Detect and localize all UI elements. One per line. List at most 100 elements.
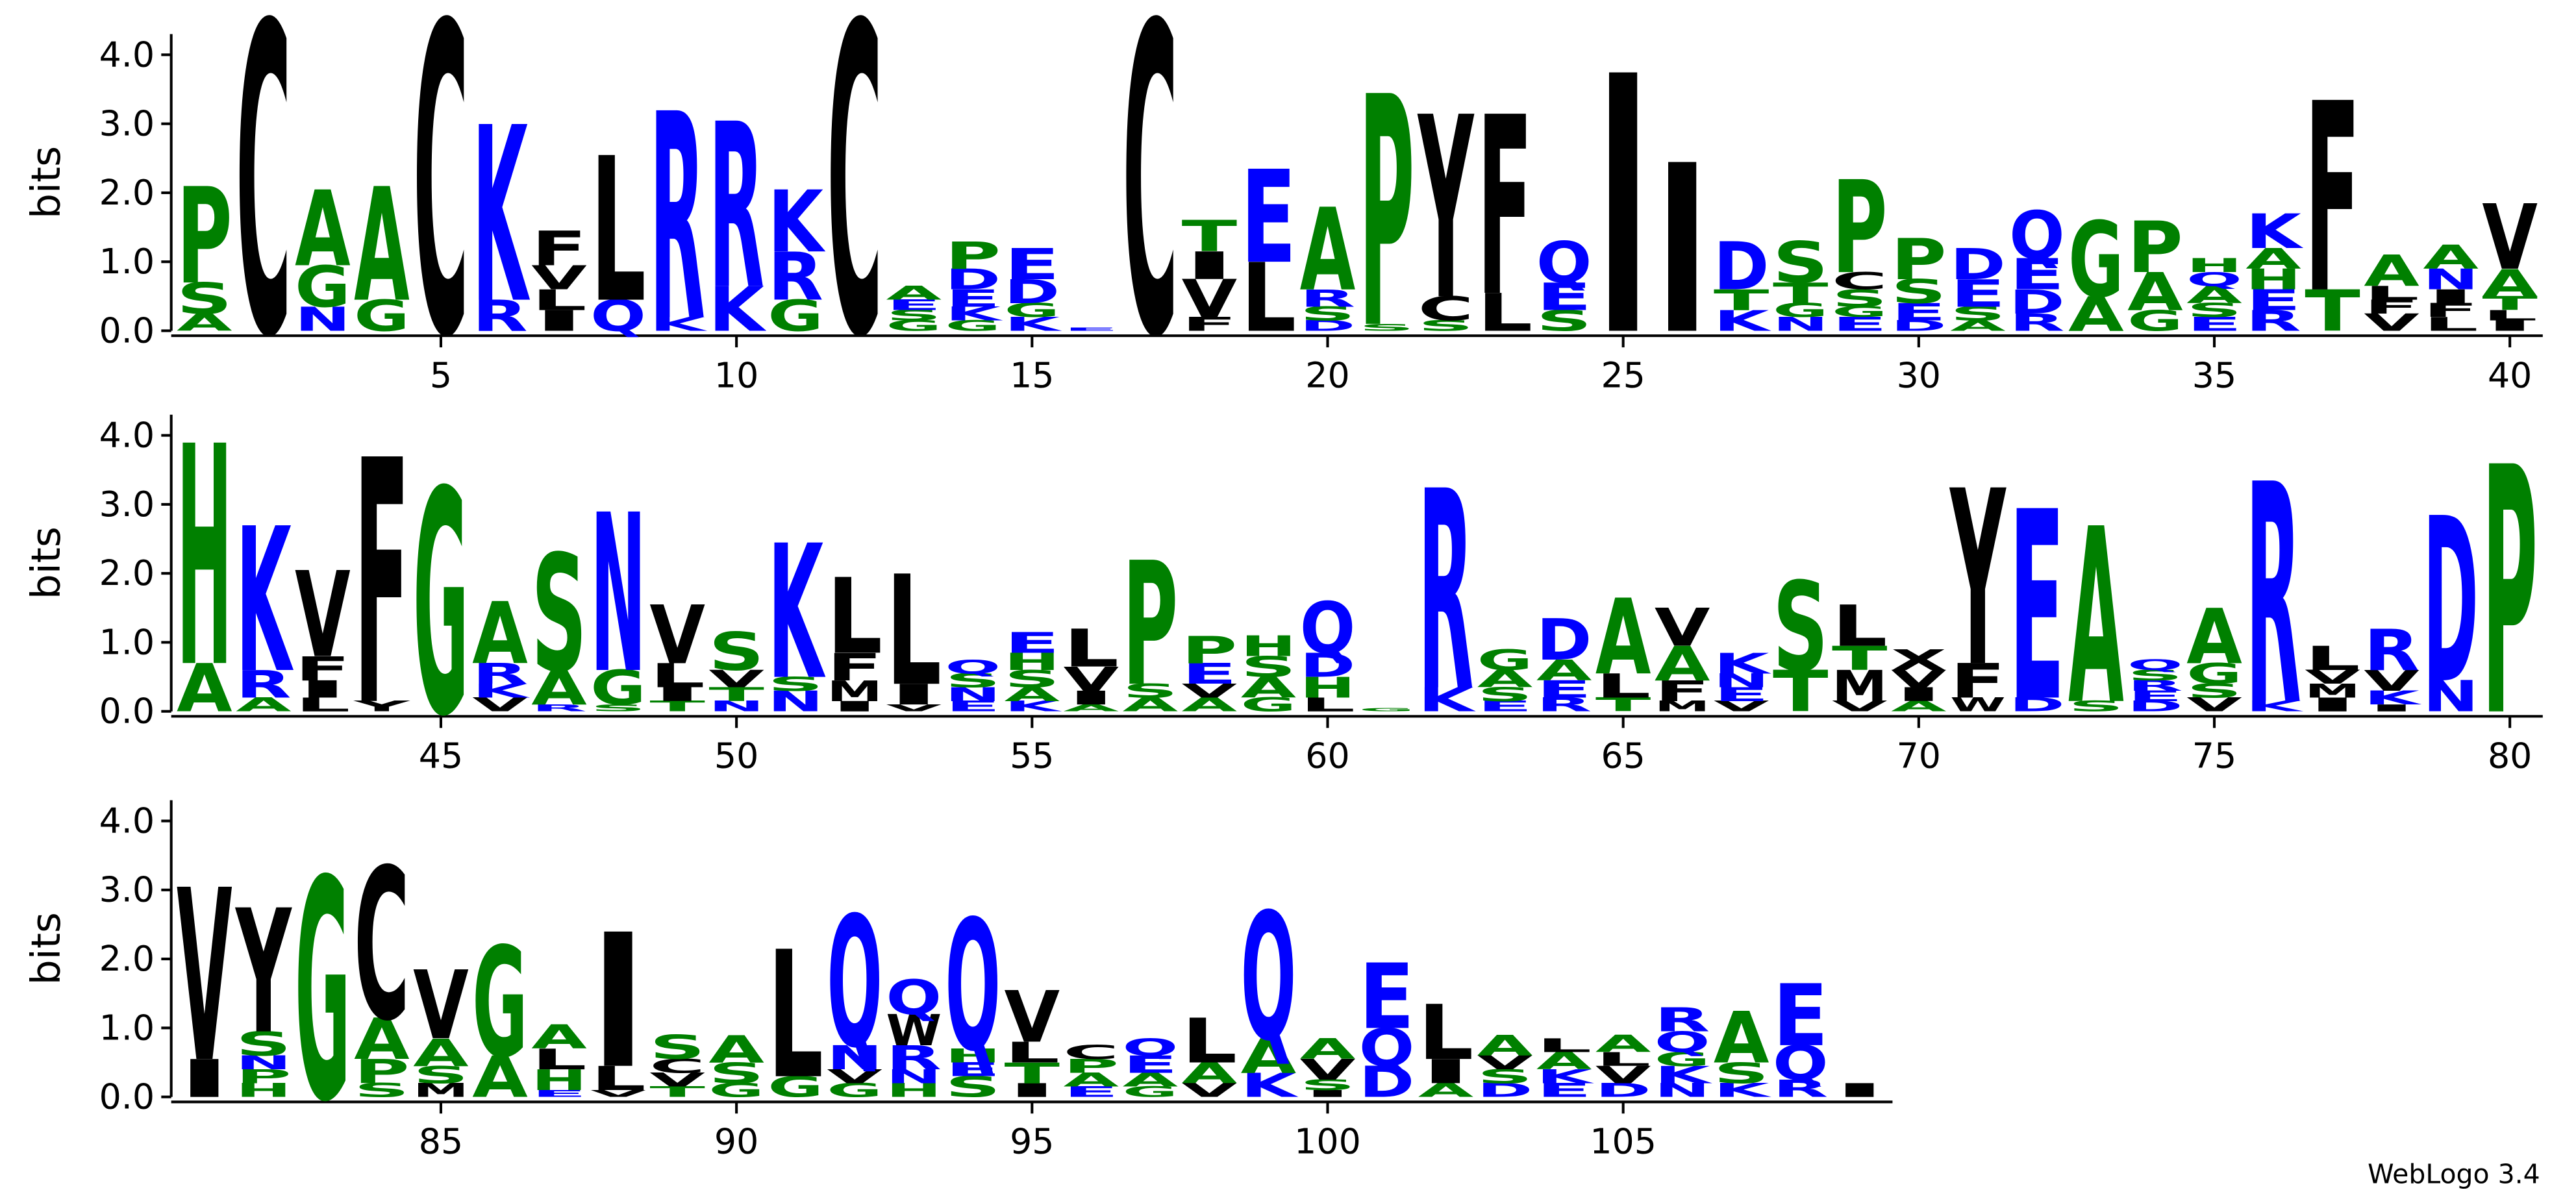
- logo-letter: S: [531, 521, 587, 708]
- logo-letter: G: [1655, 1048, 1710, 1071]
- logo-letter: Y: [1417, 64, 1475, 356]
- logo-letter: I: [1300, 1088, 1356, 1099]
- y-tick-label: 0.0: [99, 1076, 155, 1117]
- logo-letter: S: [1536, 304, 1592, 338]
- logo-letter: H: [2245, 263, 2301, 296]
- logo-letter: M: [2305, 680, 2360, 702]
- y-tick-label: 2.0: [99, 172, 155, 213]
- logo-letter: G: [295, 816, 351, 1169]
- logo-letter: I: [1005, 1080, 1060, 1102]
- logo-letter: S: [768, 673, 823, 695]
- logo-letter: L: [1064, 619, 1119, 679]
- logo-letter: A: [1064, 1069, 1119, 1091]
- logo-letter: L: [649, 656, 705, 695]
- logo-letter: N: [1655, 1080, 1710, 1102]
- logo-letter: G: [295, 254, 351, 320]
- logo-letter: A: [1891, 698, 1947, 714]
- logo-letter: Q: [827, 878, 882, 1087]
- logo-letter: G: [472, 916, 528, 1091]
- logo-letter: L: [590, 1060, 646, 1098]
- logo-letter: E: [945, 698, 1001, 714]
- logo-letter: A: [1536, 1048, 1592, 1075]
- logo-letter: T: [649, 1084, 705, 1100]
- logo-letter: D: [1300, 646, 1356, 684]
- logo-letter: E: [1182, 658, 1238, 691]
- logo-letter: L: [2423, 313, 2479, 335]
- x-tick-label: 50: [714, 736, 758, 776]
- logo-letter: I: [649, 684, 705, 706]
- logo-letter: V: [2186, 694, 2242, 716]
- logo-letter: R: [1655, 1001, 1710, 1039]
- logo-letter: F: [1182, 313, 1238, 335]
- logo-letter: D: [2127, 698, 2183, 714]
- logo-letter: L: [1005, 1036, 1060, 1069]
- logo-letter: R: [531, 702, 587, 713]
- logo-letter: V: [295, 547, 351, 685]
- logo-letter: K: [945, 303, 1003, 325]
- logo-letter: Q: [1123, 1034, 1179, 1061]
- logo-letter: A: [1005, 684, 1060, 706]
- logo-letter: S: [1891, 273, 1947, 311]
- logo-letter: T: [708, 684, 764, 706]
- logo-letter: A: [472, 1044, 528, 1110]
- logo-letter: P: [1182, 628, 1238, 672]
- logo-letter: E: [1714, 684, 1769, 706]
- logo-letter: Y: [234, 874, 292, 1072]
- logo-letter: C: [649, 1055, 705, 1077]
- logo-letter: M: [827, 675, 882, 708]
- logo-letter: Q: [590, 291, 646, 341]
- logo-letter: S: [945, 670, 1001, 692]
- logo-letter: V: [177, 841, 232, 1115]
- logo-letter: V: [2364, 664, 2420, 697]
- logo-letter: E: [1536, 1080, 1592, 1102]
- logo-letter: L: [590, 116, 646, 347]
- logo-letter: K: [1714, 1080, 1771, 1102]
- x-tick-label: 100: [1294, 1121, 1361, 1162]
- logo-letter: Q: [1241, 876, 1297, 1080]
- logo-letter: G: [2186, 658, 2242, 691]
- y-tick-label: 3.0: [99, 484, 155, 525]
- logo-letter: G: [1477, 643, 1533, 676]
- logo-letter: A: [1536, 654, 1592, 687]
- logo-letter: S: [590, 702, 646, 713]
- logo-letter: A: [413, 1032, 469, 1075]
- logo-letter: N: [2423, 263, 2479, 296]
- logo-letter: A: [1714, 997, 1769, 1080]
- logo-letter: G: [945, 317, 1001, 334]
- logo-letter: K: [472, 77, 531, 357]
- logo-letter: V: [1005, 977, 1060, 1060]
- logo-letter: A: [1182, 694, 1238, 716]
- logo-letter: G: [1005, 299, 1060, 321]
- logo-letter: V: [1064, 660, 1119, 699]
- logo-letter: V: [1477, 1052, 1533, 1074]
- logo-letter: P: [1064, 1055, 1119, 1077]
- logo-letter: Y: [353, 698, 411, 714]
- logo-letter: N: [590, 469, 646, 722]
- logo-letter: S: [2068, 698, 2124, 714]
- logo-letter: A: [2423, 238, 2479, 277]
- logo-letter: F: [1655, 675, 1710, 708]
- y-tick-label: 3.0: [99, 869, 155, 910]
- logo-letter: E: [1241, 144, 1297, 293]
- y-tick-label: 4.0: [99, 415, 155, 456]
- x-tick-label: 65: [1601, 736, 1645, 776]
- logo-letter: K: [1536, 1065, 1594, 1087]
- x-tick-label: 35: [2192, 354, 2236, 395]
- logo-letter: A: [472, 584, 528, 684]
- logo-letter: L: [1477, 283, 1533, 343]
- logo-letter: M: [1655, 698, 1710, 714]
- logo-letter: S: [236, 1025, 292, 1063]
- x-tick-label: 15: [1010, 354, 1054, 395]
- logo-letter: E: [1477, 698, 1533, 714]
- logo-letter: L: [295, 694, 351, 716]
- logo-letter: L: [2482, 307, 2538, 323]
- logo-letter: A: [531, 660, 587, 715]
- logo-letter: E: [1005, 240, 1060, 289]
- logo-letter: F: [1477, 65, 1533, 351]
- logo-letter: E: [531, 1088, 587, 1099]
- logo-letter: I: [1595, 2, 1651, 415]
- logo-letter: Q: [2127, 657, 2183, 673]
- logo-letter: A: [1477, 1029, 1533, 1062]
- logo-letter: Y: [1949, 440, 2007, 721]
- logo-letter: V: [1891, 665, 1947, 693]
